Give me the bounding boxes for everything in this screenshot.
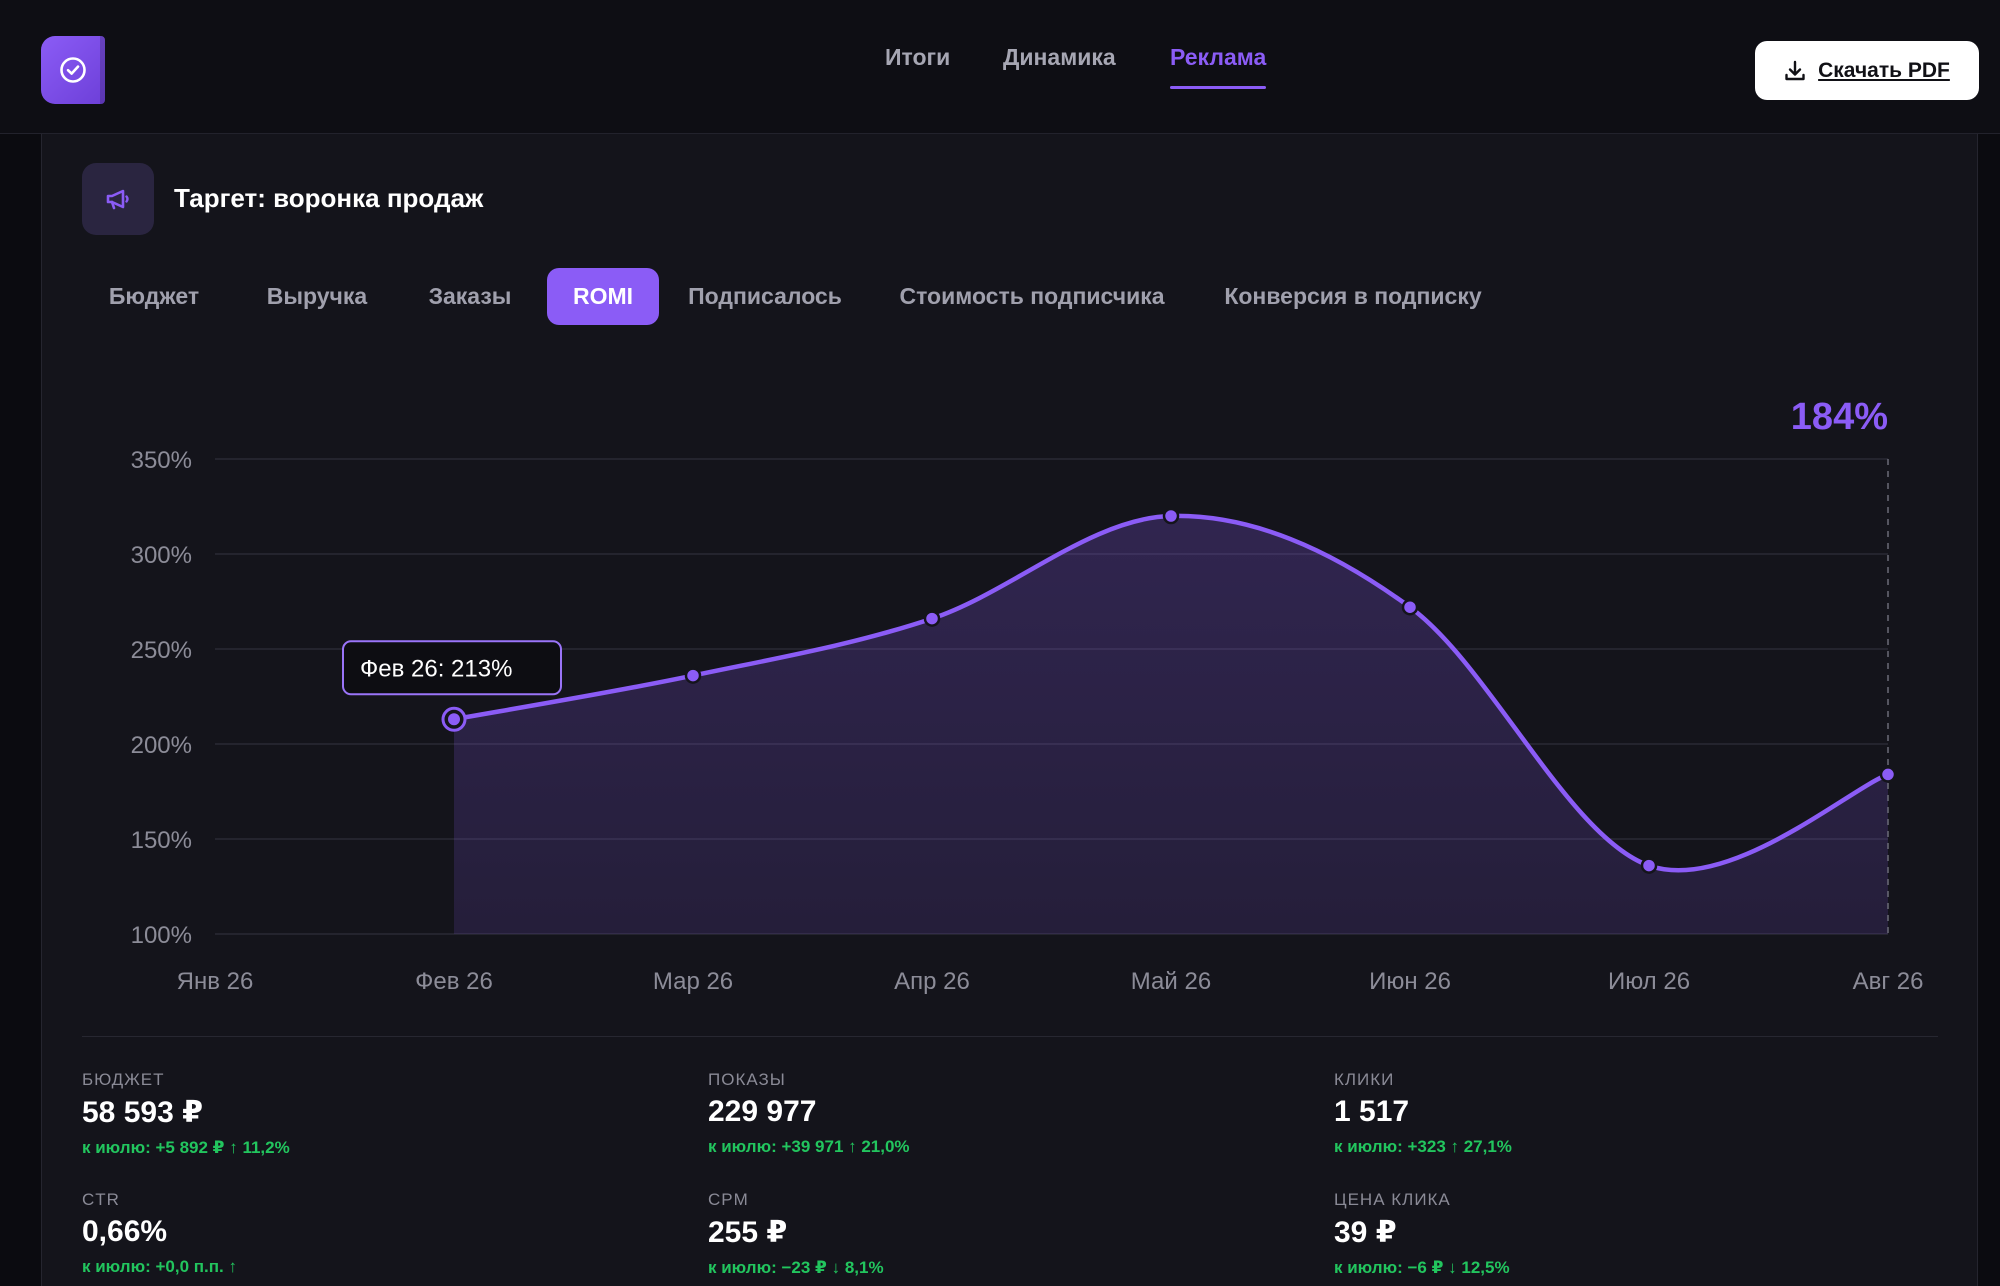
metric-delta: к июлю: +323 ↑ 27,1% <box>1334 1137 1512 1156</box>
metric-показы: ПОКАЗЫ 229 977 к июлю: +39 971 ↑ 21,0% <box>708 1070 1328 1157</box>
series-area <box>454 515 1888 934</box>
metric-ctr: CTR 0,66% к июлю: +0,0 п.п. ↑ <box>82 1190 702 1277</box>
metric-value: 229 977 <box>708 1095 817 1128</box>
tooltip-text: Фев 26: 213% <box>360 655 512 682</box>
metric-value: 0,66% <box>82 1215 168 1248</box>
metric-value: 39 ₽ <box>1334 1216 1397 1249</box>
metric-label: БЮДЖЕТ <box>82 1070 165 1089</box>
metric-tabs: Бюджет Выручка Заказы ROMI Подписалось С… <box>82 268 1682 325</box>
data-point <box>1640 857 1658 874</box>
metric-value: 58 593 ₽ <box>82 1096 203 1129</box>
latest-value-label: 184% <box>1791 396 1888 438</box>
y-tick-label: 150% <box>131 827 192 854</box>
metric-delta: к июлю: +5 892 ₽ ↑ 11,2% <box>82 1138 290 1157</box>
metric-delta: к июлю: −6 ₽ ↓ 12,5% <box>1334 1258 1510 1277</box>
main-nav: Итоги Динамика Реклама <box>0 44 2000 104</box>
x-tick-label: Авг 26 <box>1853 968 1924 995</box>
tooltip-box <box>342 640 562 696</box>
data-point <box>1162 507 1180 525</box>
nav-item-totals[interactable]: Итоги <box>885 44 951 70</box>
check-circle-icon <box>60 57 86 83</box>
metric-label: CPM <box>708 1190 749 1209</box>
metric-цена-клика: ЦЕНА КЛИКА 39 ₽ к июлю: −6 ₽ ↓ 12,5% <box>1334 1190 1954 1278</box>
romi-chart: 100% 150% 200% 250% 300% 350% Янв 26 Фев 26 Мар … <box>131 396 1924 995</box>
metric-delta: к июлю: +0,0 п.п. ↑ <box>82 1257 237 1276</box>
x-tick-label: Июл 26 <box>1608 968 1690 995</box>
tab-subscription-conversion[interactable]: Конверсия в подписку <box>1224 283 1482 309</box>
data-point <box>1401 598 1419 616</box>
y-tick-label: 200% <box>131 732 192 759</box>
y-tick-label: 100% <box>131 922 192 949</box>
y-tick-label: 250% <box>131 637 192 664</box>
nav-item-dynamics[interactable]: Динамика <box>1003 44 1116 70</box>
y-tick-label: 350% <box>131 447 192 474</box>
data-point <box>448 713 460 726</box>
tab-subscribed[interactable]: Подписалось <box>688 283 842 309</box>
tab-revenue[interactable]: Выручка <box>266 283 368 309</box>
metric-delta: к июлю: −23 ₽ ↓ 8,1% <box>708 1258 884 1277</box>
card-icon-box <box>82 163 154 235</box>
download-pdf-button[interactable]: Скачать PDF <box>1755 41 1979 100</box>
metric-label: ЦЕНА КЛИКА <box>1334 1190 1451 1209</box>
data-point <box>923 610 941 627</box>
app-logo[interactable] <box>41 36 105 104</box>
metric-клики: КЛИКИ 1 517 к июлю: +323 ↑ 27,1% <box>1334 1070 1954 1157</box>
metric-label: CTR <box>82 1190 120 1209</box>
card-title: Таргет: воронка продаж <box>174 183 484 213</box>
metric-cpm: CPM 255 ₽ к июлю: −23 ₽ ↓ 8,1% <box>708 1190 1328 1278</box>
data-point <box>684 667 702 684</box>
megaphone-icon <box>106 189 129 210</box>
nav-item-ads[interactable]: Реклама <box>1170 44 1267 89</box>
x-tick-label: Янв 26 <box>177 968 254 995</box>
y-tick-label: 300% <box>131 542 192 569</box>
tab-subscriber-cost[interactable]: Стоимость подписчика <box>899 283 1165 309</box>
x-tick-label: Апр 26 <box>894 968 970 995</box>
tab-romi[interactable]: ROMI <box>547 268 659 325</box>
x-tick-label: Июн 26 <box>1369 968 1451 995</box>
metric-label: ПОКАЗЫ <box>708 1070 786 1089</box>
header-blur <box>100 0 600 130</box>
download-icon <box>1785 60 1805 80</box>
tab-budget[interactable]: Бюджет <box>108 283 200 309</box>
x-tick-label: Фев 26 <box>415 968 493 995</box>
tab-orders[interactable]: Заказы <box>428 283 512 309</box>
divider <box>82 1036 1938 1037</box>
metric-value: 1 517 <box>1334 1095 1410 1128</box>
data-point <box>1879 766 1897 783</box>
x-tick-label: Мар 26 <box>653 968 733 995</box>
metric-бюджет: БЮДЖЕТ 58 593 ₽ к июлю: +5 892 ₽ ↑ 11,2% <box>82 1070 702 1158</box>
top-bar: Итоги Динамика Реклама Скачать PDF <box>0 0 2000 134</box>
x-tick-label: Май 26 <box>1131 968 1211 995</box>
metric-label: КЛИКИ <box>1334 1070 1395 1089</box>
download-pdf-label: Скачать PDF <box>1818 58 1950 82</box>
metric-delta: к июлю: +39 971 ↑ 21,0% <box>708 1137 910 1156</box>
metric-value: 255 ₽ <box>708 1216 788 1249</box>
